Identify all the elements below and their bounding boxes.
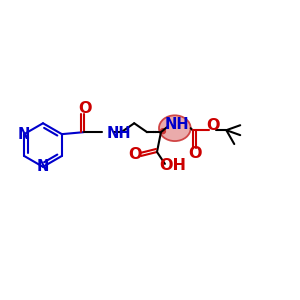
Text: N: N	[37, 159, 49, 174]
Text: NH: NH	[106, 126, 131, 141]
Text: N: N	[18, 127, 30, 142]
Circle shape	[160, 129, 165, 134]
Text: O: O	[207, 118, 220, 133]
Text: O: O	[188, 146, 201, 161]
Text: NH: NH	[164, 117, 189, 132]
Ellipse shape	[159, 115, 191, 141]
Text: O: O	[78, 101, 92, 116]
Text: O: O	[128, 148, 142, 163]
Text: OH: OH	[159, 158, 186, 173]
